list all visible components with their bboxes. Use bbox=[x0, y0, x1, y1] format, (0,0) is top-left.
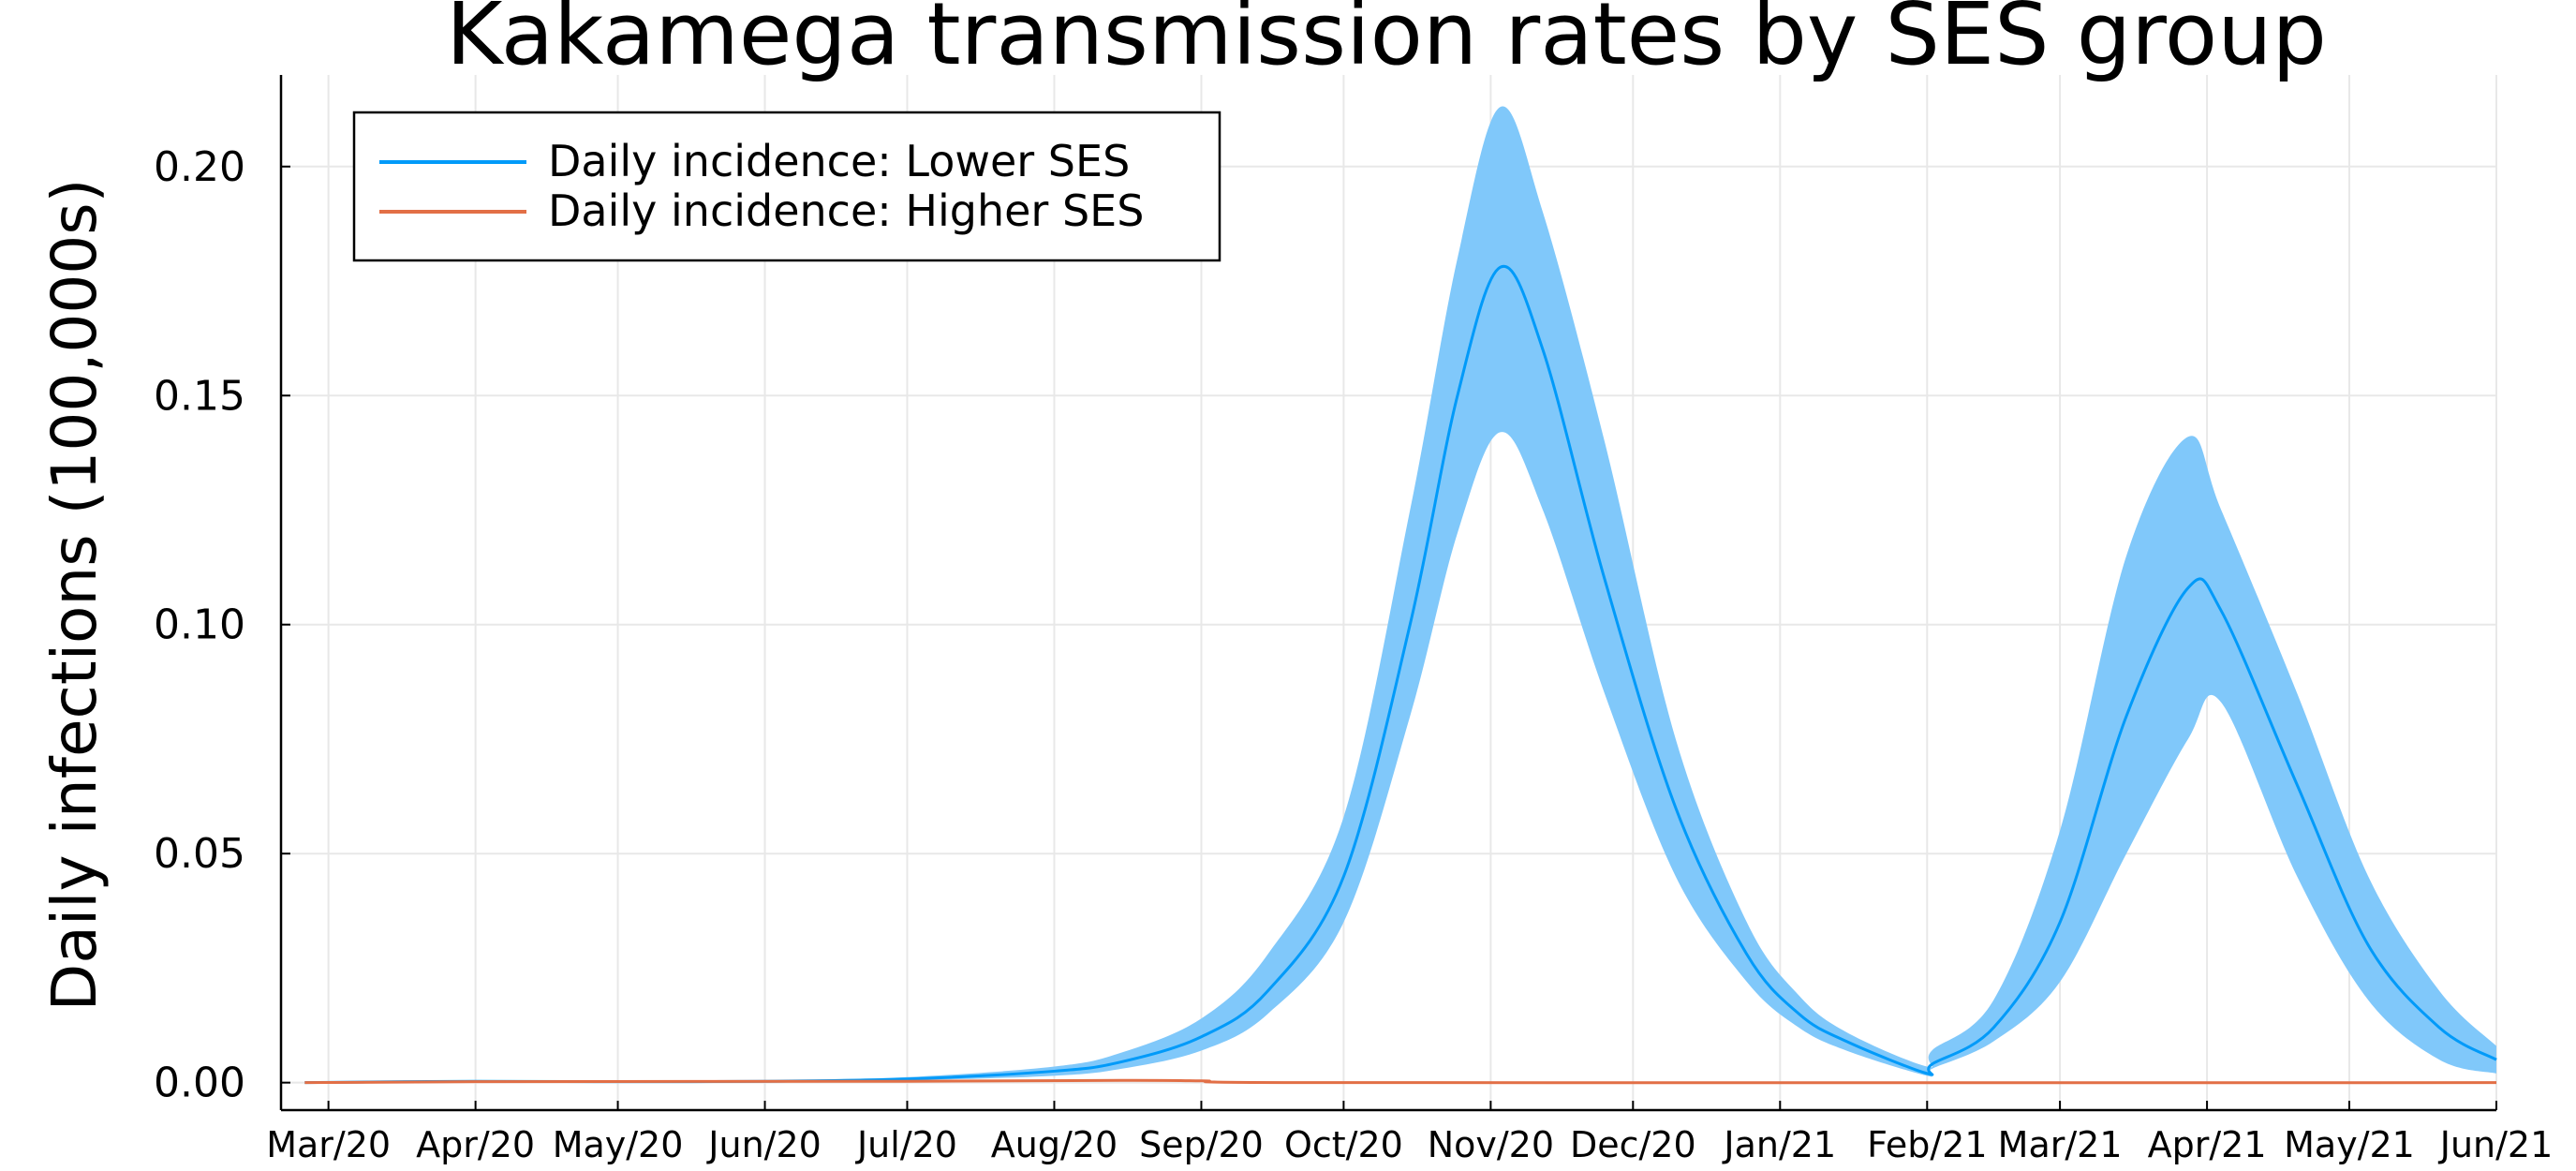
x-tick-label: Apr/20 bbox=[416, 1124, 535, 1165]
confidence-band-1 bbox=[304, 106, 2496, 1083]
x-tick-label: Oct/20 bbox=[1284, 1124, 1403, 1165]
x-tick-label: Jun/20 bbox=[706, 1124, 822, 1165]
y-tick-label: 0.15 bbox=[154, 372, 245, 420]
x-tick-label: May/20 bbox=[553, 1124, 684, 1165]
y-tick-label: 0.20 bbox=[154, 143, 245, 191]
series-line-1 bbox=[304, 264, 2497, 1085]
y-tick-label: 0.10 bbox=[154, 601, 245, 649]
legend-label: Daily incidence: Lower SES bbox=[548, 136, 1130, 186]
x-tick-label: May/21 bbox=[2284, 1124, 2415, 1165]
series-line-2 bbox=[304, 1078, 2497, 1085]
x-tick-label: Jun/21 bbox=[2438, 1124, 2554, 1165]
legend-box bbox=[352, 111, 1221, 262]
x-tick-label: Aug/20 bbox=[991, 1124, 1118, 1165]
confidence-bands bbox=[304, 106, 2496, 1083]
series-lines bbox=[304, 264, 2497, 1085]
y-axis-label: Daily infections (100,000s) bbox=[38, 179, 111, 1012]
y-tick-label: 0.05 bbox=[154, 830, 245, 878]
y-tick-label: 0.00 bbox=[154, 1060, 245, 1107]
x-tick-label: Mar/20 bbox=[266, 1124, 391, 1165]
x-tick-label: Nov/20 bbox=[1428, 1124, 1554, 1165]
x-tick-label: Jul/20 bbox=[855, 1124, 957, 1165]
legend-label: Daily incidence: Higher SES bbox=[548, 185, 1144, 236]
chart-title: Kakamega transmission rates by SES group bbox=[446, 0, 2327, 84]
x-tick-label: Mar/21 bbox=[1998, 1124, 2123, 1165]
x-tick-label: Feb/21 bbox=[1867, 1124, 1987, 1165]
x-tick-label: Jan/21 bbox=[1722, 1124, 1836, 1165]
x-tick-label: Dec/20 bbox=[1570, 1124, 1696, 1165]
x-tick-label: Apr/21 bbox=[2148, 1124, 2267, 1165]
axes: Mar/20 Apr/20 May/20 Jun/20 Jul/20 Aug/20 Sep/… bbox=[154, 75, 2553, 1165]
x-tick-label: Sep/20 bbox=[1139, 1124, 1264, 1165]
